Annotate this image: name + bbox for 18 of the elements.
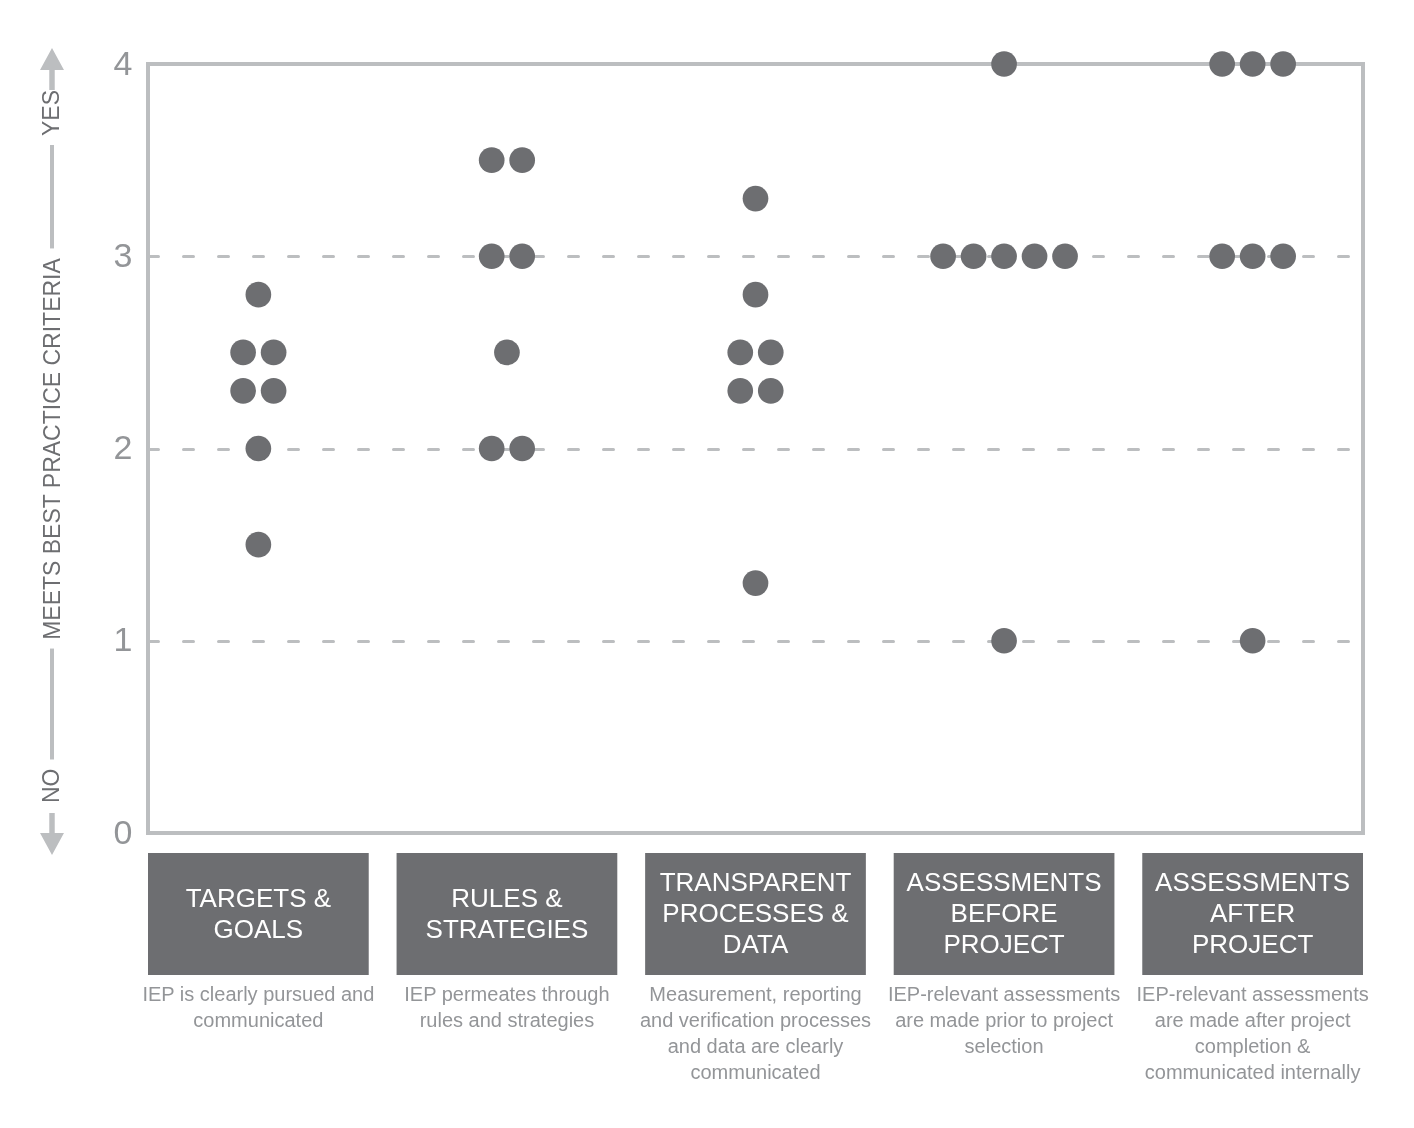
text: YES [38, 90, 64, 137]
y-tick-label: 3 [113, 235, 133, 274]
text: IEP permeates through rules and strategies [404, 983, 610, 1031]
y-tick-label: 0 [113, 812, 133, 851]
y-tick-label: 2 [113, 428, 133, 466]
text: IEP is clearly pursued and communicated [142, 983, 375, 1031]
text: IEP-relevant assessments are made after project completion & communicated internally [1136, 983, 1369, 1083]
y-tick-label: 4 [113, 43, 133, 82]
y-tick-label: 1 [113, 620, 133, 659]
x-tick-label: TRANSPARENT PROCESSES & DATA [659, 867, 852, 959]
y-axis-title: MEETS BEST PRACTICE CRITERIA [38, 257, 65, 640]
x-tick-label: RULES & STRATEGIES [425, 882, 589, 944]
x-tick-label: ASSESSMENTS BEFORE PROJECT [906, 867, 1102, 959]
text: Measurement, reporting and verification processes and data are clearly communicated [639, 983, 872, 1083]
x-tick-label: ASSESSMENTS AFTER PROJECT [1155, 867, 1351, 959]
text: NO [38, 768, 64, 803]
text: IEP-relevant assessments are made prior to project selection [887, 983, 1121, 1057]
x-tick-label: TARGETS & GOALS [185, 882, 332, 944]
